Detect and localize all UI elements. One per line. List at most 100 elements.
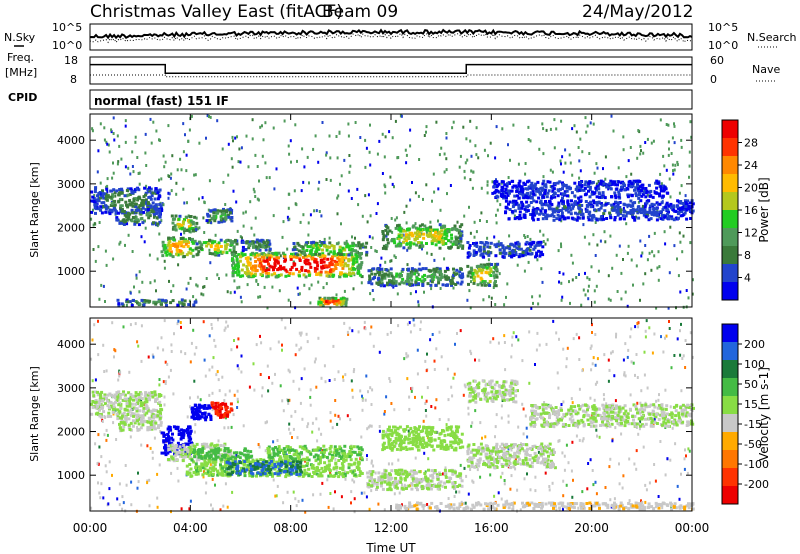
vel-speckle-point [321,448,324,452]
pow-echo-cell [504,205,508,209]
pow-speckle-point [648,234,651,238]
pow-echo-cell [265,259,269,263]
pow-echo-cell [539,191,543,195]
pow-echo-cell [236,262,240,266]
vel-speckle-point [467,492,470,496]
vel-echo-cell [144,391,148,395]
vel-speckle-point [398,491,401,495]
pow-echo-cell [532,241,536,244]
pow-echo-cell [233,264,237,268]
vel-speckle-point [289,431,292,435]
vel-speckle-point [678,497,681,501]
pow-echo-cell [521,190,525,194]
pow-echo-cell [568,206,571,210]
vel-speckle-point [469,349,472,353]
pow-echo-cell [230,251,234,255]
vel-speckle-point [287,368,290,372]
pow-echo-cell [181,226,185,230]
pow-echo-cell [659,188,663,191]
pow-speckle-point [318,180,321,184]
vel-speckle-point [258,445,261,449]
pow-echo-cell [538,212,542,216]
vel-speckle-point [640,389,643,393]
pow-echo-cell [483,281,486,285]
pow-speckle-point [542,233,545,237]
pow-speckle-point [495,125,498,129]
pow-echo-cell [288,272,292,275]
pow-speckle-point [249,257,252,261]
vel-speckle-point [196,395,199,399]
pow-echo-cell [521,251,525,255]
pow-speckle-point [381,270,384,274]
pow-speckle-point [486,180,489,184]
pow-echo-cell [624,214,628,218]
pow-speckle-point [176,168,179,172]
pow-speckle-point [273,187,276,191]
vel-speckle-point [226,505,229,509]
vel-speckle-point [592,356,595,360]
vel-speckle-point [125,483,128,487]
vel-speckle-point [368,507,371,511]
pow-echo-cell [623,203,627,207]
pow-speckle-point [313,209,316,213]
pow-speckle-point [237,160,240,164]
pow-speckle-point [486,236,489,240]
vel-speckle-point [317,336,320,340]
pow-echo-cell [181,236,185,240]
pow-echo-cell [493,184,496,188]
vel-speckle-point [259,373,262,376]
pow-echo-cell [472,252,476,255]
vel-speckle-point [217,318,219,322]
pow-echo-cell [575,185,579,189]
pow-speckle-point [655,306,658,310]
pow-echo-cell [421,244,424,248]
pow-speckle-point [680,184,683,188]
pow-echo-cell [503,183,507,187]
vel-speckle-point [644,329,647,333]
pow-echo-cell [191,237,194,241]
pow-echo-cell [179,252,183,256]
pow-speckle-point [676,160,679,164]
pow-echo-cell [547,199,551,203]
pow-echo-cell [310,242,314,246]
pow-echo-cell [295,267,299,271]
pow-speckle-point [163,165,166,169]
vel-echo-cell [116,395,120,399]
vel-speckle-point [407,429,410,433]
pow-speckle-point [348,154,351,157]
vel-echo-cell [119,393,123,397]
vel-speckle-point [467,412,470,416]
vel-speckle-point [668,327,671,330]
pow-echo-cell [434,243,438,247]
pow-speckle-point [406,263,409,267]
vel-echo-cell [153,390,157,394]
vel-speckle-point [91,338,94,342]
pow-echo-cell [667,204,671,208]
vel-speckle-point [334,413,337,417]
vel-speckle-point [313,360,316,364]
vel-speckle-point [136,426,139,429]
vel-echo-cell [158,414,162,418]
vel-speckle-point [350,379,353,383]
pow-echo-cell [622,210,626,214]
vel-speckle-point [499,445,502,449]
pow-echo-cell [192,228,195,232]
pow-echo-cell [611,205,615,209]
pow-echo-cell [412,242,416,246]
pow-echo-cell [645,201,649,205]
vel-speckle-point [230,425,233,429]
vel-speckle-point [615,335,617,339]
pow-echo-cell [530,181,534,185]
vel-speckle-point [520,442,522,446]
pow-echo-cell [672,205,676,209]
vel-echo-cell [136,402,140,405]
pow-speckle-point [203,285,206,289]
pow-echo-cell [122,223,126,226]
vel-speckle-point [563,454,566,458]
pow-echo-cell [110,202,114,205]
pow-speckle-point [145,184,148,188]
vel-echo-cell [156,410,160,414]
vel-speckle-point [149,446,152,450]
pow-echo-cell [501,255,505,259]
